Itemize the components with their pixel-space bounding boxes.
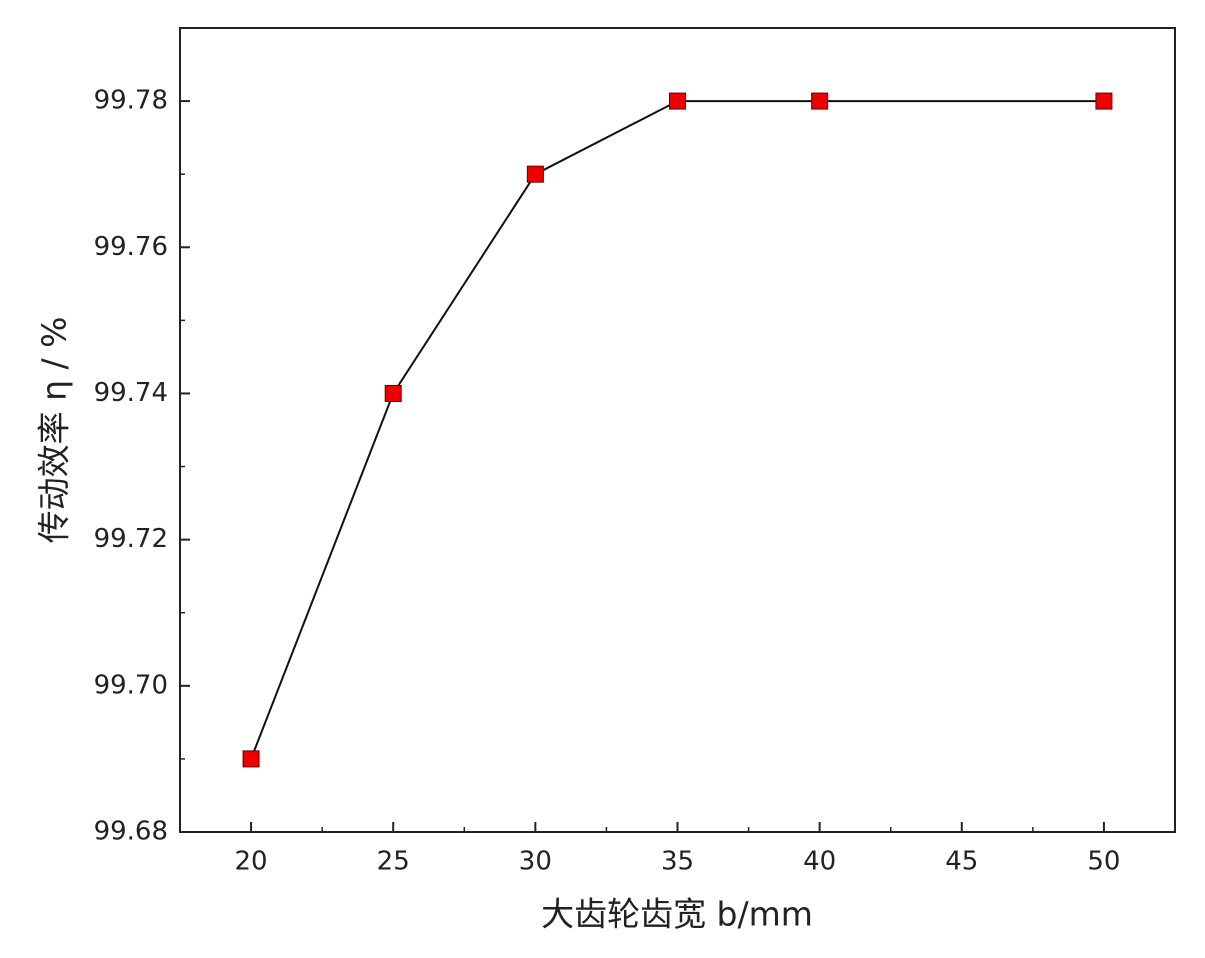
line xyxy=(250,100,1104,760)
y-tick-label: 99.68 xyxy=(94,817,168,847)
marker xyxy=(384,384,402,402)
marker xyxy=(526,165,544,183)
y-tick-label: 99.78 xyxy=(94,86,168,116)
marker xyxy=(1095,92,1113,110)
marker xyxy=(242,750,260,768)
y-tick-label: 99.70 xyxy=(94,670,168,700)
y-axis-title: 传动效率 η / % xyxy=(35,317,74,544)
x-tick-label: 35 xyxy=(661,847,694,877)
marker xyxy=(811,92,829,110)
marker xyxy=(669,92,686,110)
x-tick-label: 40 xyxy=(803,847,836,877)
y-tick-label: 99.76 xyxy=(94,232,168,262)
x-tick-label: 30 xyxy=(519,847,552,877)
y-tick-label: 99.72 xyxy=(94,524,168,554)
plot-frame xyxy=(179,27,1176,833)
x-tick-label: 25 xyxy=(377,847,410,877)
x-tick-label: 20 xyxy=(235,847,268,877)
x-tick-label: 50 xyxy=(1087,847,1120,877)
x-axis-title: 大齿轮齿宽 b/mm xyxy=(541,895,813,934)
y-tick-label: 99.74 xyxy=(94,378,168,408)
x-tick-label: 45 xyxy=(945,847,978,877)
